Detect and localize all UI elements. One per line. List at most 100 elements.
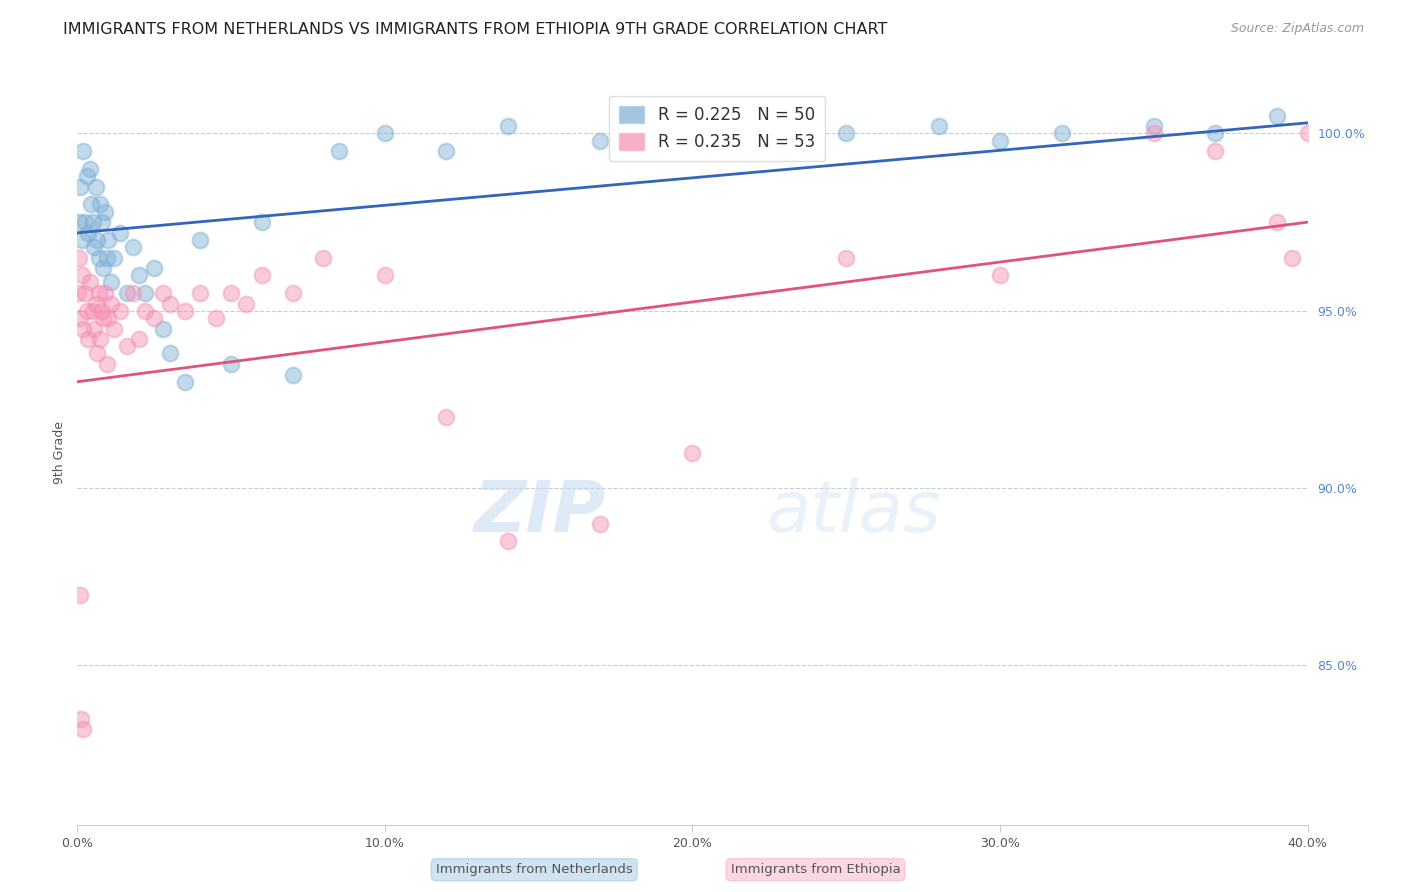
Point xyxy=(1281,251,1303,265)
Point xyxy=(73,215,96,229)
Point xyxy=(436,410,458,425)
Point xyxy=(67,251,90,265)
Point xyxy=(374,268,396,283)
Point xyxy=(219,286,242,301)
Point xyxy=(82,215,104,229)
Point xyxy=(235,297,257,311)
Point xyxy=(83,240,105,254)
Point xyxy=(72,321,94,335)
Point xyxy=(96,357,118,371)
Point xyxy=(67,286,90,301)
Point xyxy=(159,346,181,360)
Point xyxy=(742,134,765,148)
Point xyxy=(79,276,101,290)
Point xyxy=(1143,127,1166,141)
Point xyxy=(312,251,335,265)
Legend: R = 0.225   N = 50, R = 0.235   N = 53: R = 0.225 N = 50, R = 0.235 N = 53 xyxy=(609,96,825,161)
Point xyxy=(988,268,1011,283)
Point xyxy=(128,332,150,346)
Point xyxy=(93,310,115,325)
Point xyxy=(134,303,156,318)
Point xyxy=(121,240,143,254)
Point xyxy=(152,321,174,335)
Point xyxy=(159,297,181,311)
Point xyxy=(374,127,396,141)
Point xyxy=(94,204,117,219)
Point xyxy=(72,723,94,737)
Point xyxy=(496,534,519,549)
Point xyxy=(620,145,643,159)
Point xyxy=(87,251,110,265)
Point xyxy=(589,516,612,531)
Y-axis label: 9th Grade: 9th Grade xyxy=(53,421,66,484)
Point xyxy=(682,446,704,460)
Point xyxy=(96,251,118,265)
Point xyxy=(496,120,519,134)
Point xyxy=(86,233,108,247)
Point xyxy=(69,179,91,194)
Point xyxy=(174,375,197,389)
Point xyxy=(69,310,91,325)
Point xyxy=(97,233,120,247)
Point xyxy=(436,145,458,159)
Point xyxy=(143,261,166,276)
Point xyxy=(100,276,122,290)
Point xyxy=(72,145,94,159)
Text: Immigrants from Ethiopia: Immigrants from Ethiopia xyxy=(731,863,900,876)
Point xyxy=(76,169,98,183)
Point xyxy=(1265,109,1288,123)
Point xyxy=(152,286,174,301)
Point xyxy=(121,286,143,301)
Point xyxy=(174,303,197,318)
Point xyxy=(70,268,93,283)
Point xyxy=(143,310,166,325)
Point xyxy=(1265,215,1288,229)
Point xyxy=(89,197,111,211)
Point xyxy=(128,268,150,283)
Point xyxy=(110,303,132,318)
Point xyxy=(250,215,273,229)
Point xyxy=(94,286,117,301)
Point xyxy=(835,127,858,141)
Point xyxy=(89,332,111,346)
Text: Source: ZipAtlas.com: Source: ZipAtlas.com xyxy=(1230,22,1364,36)
Point xyxy=(77,226,100,240)
Point xyxy=(988,134,1011,148)
Point xyxy=(1204,127,1226,141)
Point xyxy=(67,215,90,229)
Text: IMMIGRANTS FROM NETHERLANDS VS IMMIGRANTS FROM ETHIOPIA 9TH GRADE CORRELATION CH: IMMIGRANTS FROM NETHERLANDS VS IMMIGRANT… xyxy=(63,22,887,37)
Point xyxy=(87,286,110,301)
Point xyxy=(83,321,105,335)
Point xyxy=(84,297,107,311)
Point xyxy=(77,332,100,346)
Point xyxy=(93,261,115,276)
Point xyxy=(1296,127,1319,141)
Point xyxy=(73,286,96,301)
Point xyxy=(1204,145,1226,159)
Point xyxy=(281,286,304,301)
Point xyxy=(80,197,103,211)
Text: atlas: atlas xyxy=(766,478,941,547)
Point xyxy=(100,297,122,311)
Point xyxy=(76,303,98,318)
Point xyxy=(103,321,125,335)
Point xyxy=(1143,120,1166,134)
Point xyxy=(86,346,108,360)
Point xyxy=(79,161,101,176)
Point xyxy=(134,286,156,301)
Point xyxy=(281,368,304,382)
Point xyxy=(1050,127,1073,141)
Point xyxy=(682,127,704,141)
Point xyxy=(90,303,114,318)
Point xyxy=(115,339,138,353)
Point xyxy=(835,251,858,265)
Point xyxy=(69,588,91,602)
Point xyxy=(110,226,132,240)
Point xyxy=(115,286,138,301)
Point xyxy=(97,310,120,325)
Point xyxy=(70,712,93,726)
Text: Immigrants from Netherlands: Immigrants from Netherlands xyxy=(436,863,633,876)
Point xyxy=(250,268,273,283)
Point xyxy=(70,233,93,247)
Point xyxy=(82,303,104,318)
